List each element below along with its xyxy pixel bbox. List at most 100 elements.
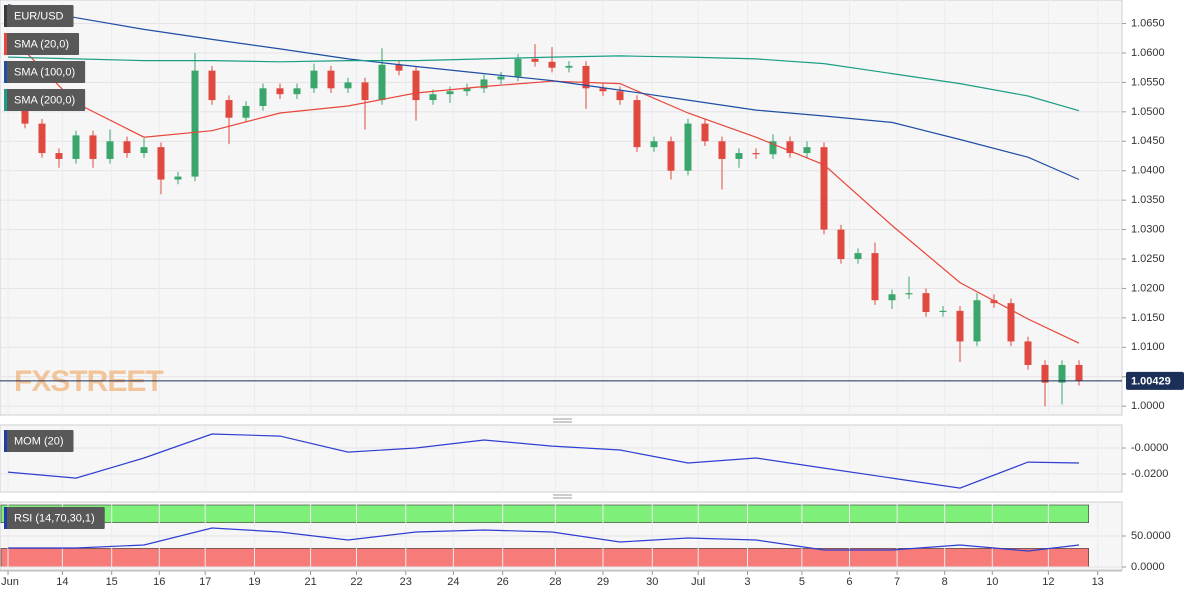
candle-body xyxy=(990,300,998,304)
x-tick-label: 16 xyxy=(153,576,165,588)
candle-body xyxy=(1075,364,1083,381)
candle-body xyxy=(888,294,896,301)
y-tick-label: 1.0500 xyxy=(1131,106,1165,118)
x-tick-label: 10 xyxy=(986,576,998,588)
legend-label: SMA (20,0) xyxy=(14,38,69,50)
candle-body xyxy=(480,79,488,89)
oversold-zone xyxy=(0,548,1089,568)
candle-body xyxy=(463,88,471,92)
candle-body xyxy=(72,135,80,159)
legend-color xyxy=(4,61,7,83)
legend-box xyxy=(4,507,105,529)
x-tick-label: 13 xyxy=(1092,576,1104,588)
y-tick-label: -0.0000 xyxy=(1131,442,1168,454)
candle-body xyxy=(650,141,658,148)
y-tick-label: 1.0150 xyxy=(1131,312,1165,324)
candle-body xyxy=(310,70,318,89)
candle-body xyxy=(939,310,947,312)
candle-body xyxy=(548,61,556,68)
legend-label: MOM (20) xyxy=(14,435,64,447)
x-tick-label: 24 xyxy=(447,576,459,588)
watermark: FXSTREET xyxy=(14,365,163,398)
series-line xyxy=(7,433,1080,489)
y-tick-label: 1.0350 xyxy=(1131,194,1165,206)
candle-body xyxy=(344,82,352,89)
candle-body xyxy=(395,64,403,71)
candle-body xyxy=(701,123,709,142)
candle-body xyxy=(89,135,97,159)
candle-body xyxy=(55,153,63,159)
x-tick-label: 15 xyxy=(106,576,118,588)
candle-body xyxy=(38,123,46,154)
panel-background xyxy=(0,424,1123,493)
separator xyxy=(553,418,572,499)
y-tick-label: 1.0650 xyxy=(1131,17,1165,29)
x-tick-label: 8 xyxy=(942,576,948,588)
legend-box xyxy=(4,5,74,27)
legend-item: EUR/USD xyxy=(4,5,74,27)
candle-body xyxy=(106,141,114,159)
candle-body xyxy=(293,88,301,95)
x-tick-label: 3 xyxy=(744,576,750,588)
panel-background xyxy=(0,0,1123,416)
candle-body xyxy=(769,141,777,155)
legend-label: EUR/USD xyxy=(14,10,64,22)
legend-item: SMA (200,0) xyxy=(4,89,86,111)
y-tick-label: 1.0300 xyxy=(1131,223,1165,235)
candle-body xyxy=(565,65,573,68)
candle-body xyxy=(531,58,539,62)
candle-body xyxy=(633,100,641,148)
x-tick-label: 21 xyxy=(304,576,316,588)
candle-body xyxy=(429,94,437,101)
candle-body xyxy=(956,310,964,342)
candle-body xyxy=(820,147,828,230)
candle-body xyxy=(973,300,981,342)
candle-body xyxy=(599,88,607,92)
candle-body xyxy=(1007,303,1015,342)
x-tick-label: 29 xyxy=(597,576,609,588)
candle-body xyxy=(752,153,760,155)
y-tick-label: 1.0250 xyxy=(1131,253,1165,265)
y-tick-label: 1.0600 xyxy=(1131,47,1165,59)
legend-item: SMA (20,0) xyxy=(4,33,80,55)
candle-body xyxy=(718,141,726,159)
candle-body xyxy=(123,141,131,154)
candle-body xyxy=(684,123,692,171)
candle-body xyxy=(1058,364,1066,383)
legend-box xyxy=(4,33,80,55)
candle-body xyxy=(208,70,216,101)
x-tick-label: 7 xyxy=(894,576,900,588)
candle-body xyxy=(871,253,879,301)
series-line xyxy=(7,4,1080,181)
y-tick-label: 0.0000 xyxy=(1131,561,1165,573)
candle-body xyxy=(140,147,148,154)
x-tick-label: 5 xyxy=(799,576,805,588)
legend-item: SMA (100,0) xyxy=(4,61,86,83)
candle-body xyxy=(259,88,267,106)
candle-body xyxy=(582,65,590,89)
candle-body xyxy=(242,105,250,118)
candle-body xyxy=(174,176,182,180)
x-tick-label: 14 xyxy=(56,576,68,588)
candle-body xyxy=(157,147,165,180)
x-tick-label: 17 xyxy=(199,576,211,588)
legend-label: SMA (100,0) xyxy=(14,66,75,78)
legend-box xyxy=(4,61,86,83)
x-tick-label: 26 xyxy=(497,576,509,588)
candle-body xyxy=(667,141,675,171)
x-tick-label: 28 xyxy=(549,576,561,588)
x-tick-label: 23 xyxy=(400,576,412,588)
candle-body xyxy=(21,105,29,124)
y-tick-label: 1.0200 xyxy=(1131,282,1165,294)
candle-body xyxy=(905,293,913,295)
candle-body xyxy=(497,76,505,80)
y-tick-label: 1.0450 xyxy=(1131,135,1165,147)
x-tick-label: 30 xyxy=(646,576,658,588)
candle-body xyxy=(446,91,454,95)
candle-body xyxy=(1041,364,1049,383)
overbought-zone xyxy=(0,504,1089,523)
y-tick-label: 1.0550 xyxy=(1131,76,1165,88)
x-tick-label: 12 xyxy=(1042,576,1054,588)
